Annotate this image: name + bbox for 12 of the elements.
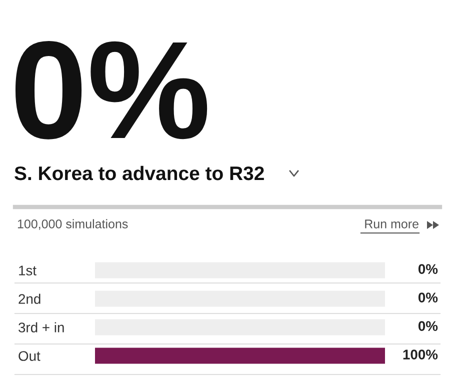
y-tick-label: Out [18, 351, 40, 361]
y-tick-label: 2nd [18, 294, 40, 304]
data-label: 0% [418, 264, 438, 274]
data-label: 100% [403, 350, 438, 360]
data-label: 0% [418, 321, 438, 331]
chart-title: S. Korea to advance to R32 [14, 166, 264, 180]
data-label: 0% [418, 292, 438, 302]
text: Run more [365, 220, 418, 228]
text: 0% [15, 41, 208, 140]
y-tick-label: 3rd + in [18, 322, 64, 332]
y-tick-label: 1st [19, 266, 36, 276]
text: 100,000 simulations [18, 219, 128, 230]
